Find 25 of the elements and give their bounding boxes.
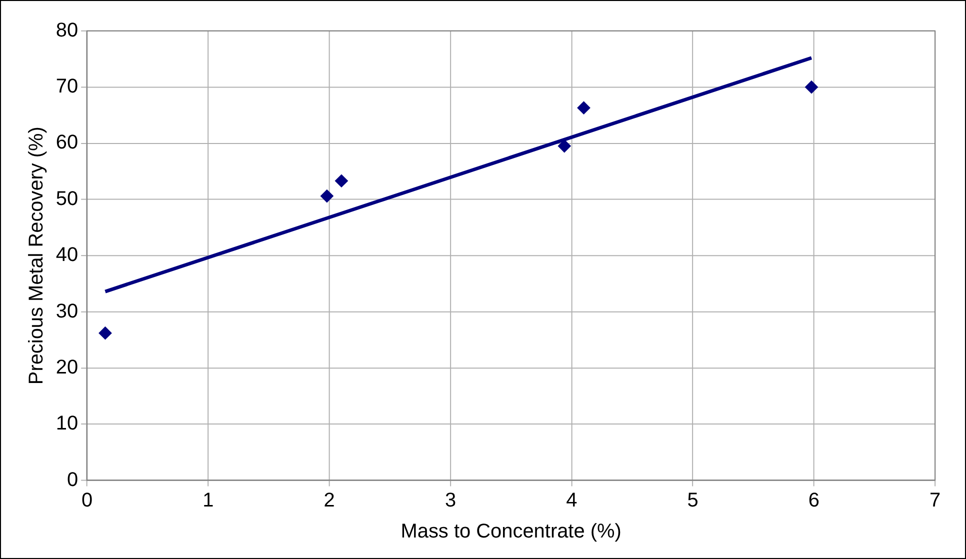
y-tick-label: 0	[66, 468, 78, 491]
y-tick-label: 60	[56, 132, 78, 154]
x-tick-label: 3	[444, 490, 456, 512]
y-tick-label: 30	[56, 300, 78, 322]
y-tick-label: 70	[56, 76, 78, 98]
point	[334, 174, 348, 188]
x-axis-title: Mass to Concentrate (%)	[400, 520, 622, 543]
y-tick-label: 80	[56, 19, 78, 42]
y-tick-label: 50	[56, 188, 78, 210]
x-tick-label: 0	[82, 490, 93, 512]
point	[98, 326, 112, 340]
point	[577, 101, 590, 114]
x-tick-label: 4	[566, 490, 578, 512]
x-tick-label: 6	[808, 490, 820, 512]
y-tick-label: 10	[56, 412, 78, 435]
y-tick-label: 40	[56, 244, 78, 266]
y-axis-title: Precious Metal Recovery (%)	[25, 126, 48, 385]
x-tick-label: 1	[202, 490, 214, 512]
point	[558, 140, 571, 153]
point	[805, 80, 818, 94]
x-tick-label: 7	[930, 490, 941, 512]
x-tick-label: 2	[324, 490, 335, 512]
y-tick-label: 20	[56, 356, 78, 378]
point	[320, 190, 334, 203]
x-tick-label: 5	[687, 490, 698, 512]
